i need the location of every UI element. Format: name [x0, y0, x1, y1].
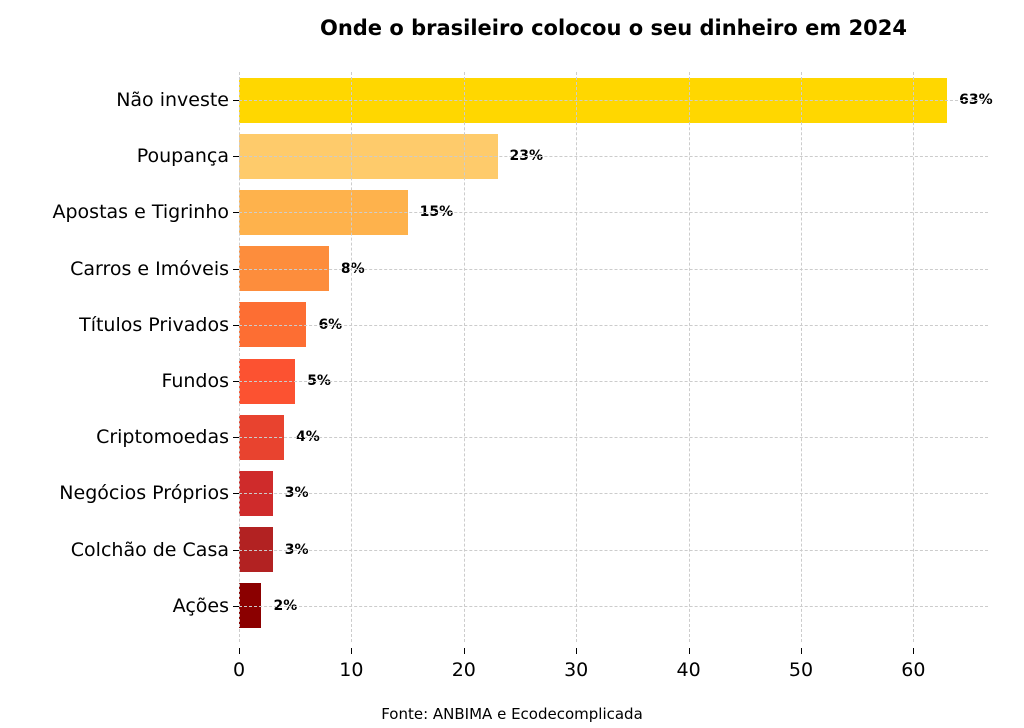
x-tick-label: 60	[901, 659, 926, 681]
y-tick-label: Criptomoedas	[96, 426, 229, 449]
y-tick-label: Títulos Privados	[79, 313, 229, 336]
v-gridline	[913, 72, 915, 642]
v-gridline	[576, 72, 578, 642]
x-tick-label: 50	[788, 659, 814, 681]
x-tick-label: 30	[564, 659, 589, 681]
y-tick-label: Colchão de Casa	[70, 538, 229, 561]
bar	[239, 414, 284, 460]
value-label: 3%	[284, 541, 309, 558]
x-tick	[913, 648, 915, 654]
h-gridline	[239, 381, 988, 382]
y-tick-label: Poupança	[136, 145, 229, 168]
value-label: 15%	[419, 204, 454, 221]
x-tick	[801, 648, 802, 654]
y-tick-label: Ações	[172, 594, 229, 617]
x-tick-label: 20	[451, 659, 476, 681]
y-tick-label: Fundos	[161, 370, 229, 392]
source-note: Fonte: ANBIMA e Ecodecomplicada	[381, 705, 643, 723]
v-gridline	[801, 72, 802, 642]
h-gridline	[239, 324, 988, 326]
chart-title: Onde o brasileiro colocou o seu dinheiro…	[319, 16, 908, 40]
x-tick	[463, 648, 465, 654]
y-tick	[233, 549, 239, 551]
x-tick	[576, 648, 578, 654]
x-tick	[351, 648, 353, 654]
y-tick	[233, 156, 239, 158]
y-tick	[233, 493, 239, 495]
y-tick	[233, 437, 239, 439]
bar	[239, 583, 262, 629]
bar	[239, 302, 307, 348]
y-tick-label: Negócios Próprios	[59, 482, 229, 505]
bar	[239, 470, 273, 516]
y-tick	[233, 212, 239, 214]
x-tick-label: 40	[676, 659, 701, 681]
y-tick	[233, 100, 239, 101]
h-gridline	[239, 605, 988, 607]
value-label: 6%	[318, 316, 343, 333]
y-tick	[233, 605, 239, 607]
value-label: 5%	[307, 373, 331, 389]
x-tick	[688, 648, 690, 654]
y-tick	[233, 324, 239, 326]
y-tick	[233, 268, 239, 270]
x-tick-label: 0	[232, 659, 246, 681]
h-gridline	[239, 437, 988, 439]
h-gridline	[239, 549, 988, 551]
v-gridline	[688, 72, 690, 642]
x-tick	[239, 648, 240, 654]
value-label: 8%	[340, 260, 365, 277]
value-label: 63%	[959, 92, 993, 108]
bar	[239, 358, 296, 404]
h-gridline	[239, 493, 988, 495]
y-tick	[233, 381, 239, 382]
y-tick-label: Carros e Imóveis	[70, 257, 229, 280]
value-label: 3%	[284, 485, 309, 502]
x-tick-label: 10	[339, 659, 364, 681]
plot-area: 63% 23% 15% 8% 6% 5% 4% 3% 3% 2%	[239, 72, 993, 642]
value-label: 23%	[509, 148, 544, 165]
y-tick-label: Não investe	[116, 89, 229, 111]
value-label: 4%	[295, 429, 320, 446]
bar	[239, 133, 498, 179]
bar	[239, 527, 273, 573]
bar	[239, 189, 408, 235]
bar	[239, 77, 948, 123]
bar	[239, 246, 329, 292]
y-tick-label: Apostas e Tigrinho	[52, 201, 229, 224]
value-label: 2%	[273, 597, 298, 614]
